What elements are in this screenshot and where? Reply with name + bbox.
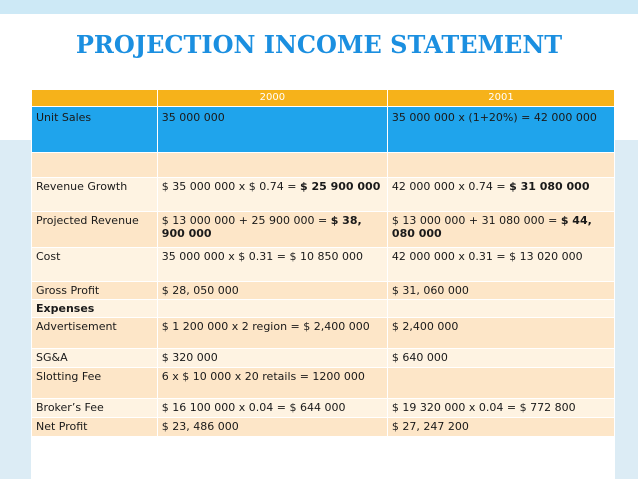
row-label: SG&A bbox=[31, 348, 158, 368]
value-bold: $ 44, 080 000 bbox=[391, 214, 592, 240]
row-label: Expenses bbox=[31, 299, 158, 318]
cell-2001: 42 000 000 x 0.74 = $ 31 080 000 bbox=[386, 177, 616, 212]
row-label: Net Profit bbox=[31, 417, 158, 437]
row-label: Gross Profit bbox=[31, 281, 158, 300]
cell-2000: $ 16 100 000 x 0.04 = $ 644 000 bbox=[156, 398, 388, 418]
value-bold: $ 38, 900 000 bbox=[161, 214, 362, 240]
cell-2001: $ 13 000 000 + 31 080 000 = $ 44, 080 00… bbox=[386, 211, 616, 248]
value-bold: $ 25 900 000 bbox=[299, 180, 381, 193]
table-row-net-profit: Net Profit $ 23, 486 000 $ 27, 247 200 bbox=[31, 417, 616, 437]
value-bold: $ 31 080 000 bbox=[509, 180, 590, 193]
row-label: Broker’s Fee bbox=[31, 398, 158, 418]
cell-2001 bbox=[386, 299, 616, 318]
cell-2001: $ 640 000 bbox=[386, 348, 616, 368]
header-label-cell bbox=[31, 89, 158, 107]
table-row-expenses: Expenses bbox=[31, 299, 616, 318]
cell-2000: $ 35 000 000 x $ 0.74 = $ 25 900 000 bbox=[156, 177, 388, 212]
income-statement-table: 2000 2001 Unit Sales 35 000 000 35 000 0… bbox=[31, 89, 616, 437]
cell-2000: $ 28, 050 000 bbox=[156, 281, 388, 300]
cell-2001: 42 000 000 x 0.31 = $ 13 020 000 bbox=[386, 247, 616, 282]
cell-2001: $ 31, 060 000 bbox=[386, 281, 616, 300]
cell-2000 bbox=[156, 152, 388, 178]
page-title: PROJECTION INCOME STATEMENT bbox=[75, 30, 563, 59]
row-label: Revenue Growth bbox=[31, 177, 158, 212]
table-row-cost: Cost 35 000 000 x $ 0.31 = $ 10 850 000 … bbox=[31, 247, 616, 282]
row-label: Cost bbox=[31, 247, 158, 282]
value-text: 42 000 000 x 0.74 = bbox=[391, 180, 510, 193]
right-band bbox=[615, 140, 638, 479]
value-text: $ 35 000 000 x $ 0.74 = bbox=[161, 180, 300, 193]
cell-2001: $ 2,400 000 bbox=[386, 317, 616, 349]
left-band bbox=[0, 140, 31, 479]
table-row-gross-profit: Gross Profit $ 28, 050 000 $ 31, 060 000 bbox=[31, 281, 616, 300]
table-header-row: 2000 2001 bbox=[31, 89, 616, 107]
cell-2001: $ 19 320 000 x 0.04 = $ 772 800 bbox=[386, 398, 616, 418]
table-row-sga: SG&A $ 320 000 $ 640 000 bbox=[31, 348, 616, 368]
cell-2001 bbox=[386, 367, 616, 399]
top-band bbox=[0, 0, 638, 14]
table-row-brokers-fee: Broker’s Fee $ 16 100 000 x 0.04 = $ 644… bbox=[31, 398, 616, 418]
table-row-advertisement: Advertisement $ 1 200 000 x 2 region = $… bbox=[31, 317, 616, 349]
row-label: Slotting Fee bbox=[31, 367, 158, 399]
value-text: $ 13 000 000 + 31 080 000 = bbox=[391, 214, 561, 227]
row-label: Unit Sales bbox=[31, 106, 158, 153]
table-row-slotting-fee: Slotting Fee 6 x $ 10 000 x 20 retails =… bbox=[31, 367, 616, 399]
cell-2000: 35 000 000 x $ 0.31 = $ 10 850 000 bbox=[156, 247, 388, 282]
cell-2001: $ 27, 247 200 bbox=[386, 417, 616, 437]
cell-2000: $ 1 200 000 x 2 region = $ 2,400 000 bbox=[156, 317, 388, 349]
cell-2000: 6 x $ 10 000 x 20 retails = 1200 000 bbox=[156, 367, 388, 399]
table-row-revenue-growth: Revenue Growth $ 35 000 000 x $ 0.74 = $… bbox=[31, 177, 616, 212]
table-row-unit-sales: Unit Sales 35 000 000 35 000 000 x (1+20… bbox=[31, 106, 616, 153]
cell-2000: 35 000 000 bbox=[156, 106, 388, 153]
value-text: $ 13 000 000 + 25 900 000 = bbox=[161, 214, 331, 227]
cell-2000: $ 13 000 000 + 25 900 000 = $ 38, 900 00… bbox=[156, 211, 388, 248]
table-row-blank bbox=[31, 152, 616, 178]
row-label bbox=[31, 152, 158, 178]
cell-2001: 35 000 000 x (1+20%) = 42 000 000 bbox=[386, 106, 616, 153]
header-year-2000: 2000 bbox=[156, 89, 388, 107]
cell-2000: $ 320 000 bbox=[156, 348, 388, 368]
cell-2001 bbox=[386, 152, 616, 178]
row-label: Advertisement bbox=[31, 317, 158, 349]
table-row-projected-revenue: Projected Revenue $ 13 000 000 + 25 900 … bbox=[31, 211, 616, 248]
row-label: Projected Revenue bbox=[31, 211, 158, 248]
cell-2000: $ 23, 486 000 bbox=[156, 417, 388, 437]
cell-2000 bbox=[156, 299, 388, 318]
header-year-2001: 2001 bbox=[386, 89, 616, 107]
